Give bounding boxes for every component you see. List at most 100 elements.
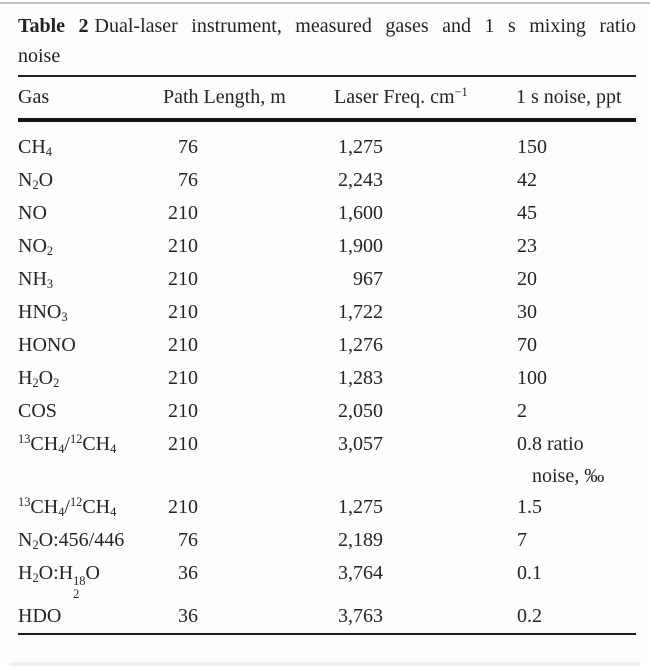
laser-freq-cell: 1,722: [338, 301, 383, 323]
column-header-gas: Gas: [18, 75, 163, 122]
path-length-cell: 210: [168, 235, 198, 257]
path-length-cell: 210: [168, 268, 198, 290]
gas-cell: HNO3: [18, 301, 68, 325]
gas-cell: HDO: [18, 605, 62, 627]
gas-cell: N2O:456/446: [18, 529, 125, 553]
gas-cell: 13CH4/12CH4: [18, 495, 117, 520]
gases-table: Gas Path Length, m Laser Freq. cm−1 1 s …: [18, 75, 636, 635]
path-length-cell: 210: [168, 202, 198, 224]
laser-freq-cell: 3,057: [338, 433, 383, 455]
noise-cell: 0.1: [489, 557, 636, 600]
path-length-cell: 210: [168, 301, 198, 323]
path-length-cell: 36: [178, 562, 198, 584]
table-number-label: Table 2: [18, 15, 89, 37]
caption-text: Dual-laser instrument, measured gases an…: [94, 15, 636, 37]
table-row: HONO 210 1,276 70: [18, 329, 636, 362]
path-length-cell: 210: [168, 433, 198, 455]
table-body: CH4 76 1,275 150 N2O 76 2,243 42 NO 210 1,600 45 NO2…: [18, 120, 636, 634]
noise-cell: 30: [489, 296, 636, 329]
table-row: HDO 36 3,763 0.2: [18, 600, 636, 634]
gas-cell: 13CH4/12CH4: [18, 432, 117, 457]
path-length-cell: 76: [178, 529, 198, 551]
gas-cell: H2O2: [18, 367, 60, 391]
path-length-cell: 210: [168, 334, 198, 356]
laser-freq-cell: 2,050: [338, 400, 383, 422]
noise-value: 20: [517, 268, 537, 290]
noise-cell: 7: [489, 524, 636, 557]
column-header-path-length: Path Length, m: [163, 75, 311, 122]
table-row: 13CH4/12CH4 210 1,275 1.5: [18, 491, 636, 524]
table-row: H2O2 210 1,283 100: [18, 362, 636, 395]
noise-cell: 20: [489, 263, 636, 296]
column-header-laser-freq: Laser Freq. cm−1: [311, 75, 489, 122]
noise-value: 42: [517, 169, 537, 191]
table-row: N2O:456/446 76 2,189 7: [18, 524, 636, 557]
laser-freq-cell: 1,283: [338, 367, 383, 389]
path-length-cell: 36: [178, 605, 198, 627]
table-row: NO2 210 1,900 23: [18, 230, 636, 263]
noise-cell: 150: [489, 120, 636, 164]
noise-cell: 0.2: [489, 600, 636, 634]
path-length-cell: 76: [178, 136, 198, 158]
gas-cell: N2O: [18, 169, 54, 193]
noise-value: 2: [517, 400, 527, 422]
figure-top-border: [0, 2, 650, 4]
laser-freq-cell: 1,600: [338, 202, 383, 224]
noise-unit-line: noise, ‰: [532, 465, 605, 487]
laser-freq-cell: 1,276: [338, 334, 383, 356]
table-row: CH4 76 1,275 150: [18, 120, 636, 164]
laser-freq-cell: 2,243: [338, 169, 383, 191]
gas-cell: COS: [18, 400, 57, 422]
scan-artifact: [10, 662, 640, 666]
laser-freq-cell: 3,764: [338, 562, 383, 584]
noise-value: 150: [517, 136, 547, 158]
caption-line-1: Table 2 Dual-laser instrument, measured g…: [18, 11, 636, 41]
noise-cell: 0.8 ratio noise, ‰: [489, 428, 636, 491]
gas-cell: HONO: [18, 334, 76, 356]
laser-freq-cell: 1,900: [338, 235, 383, 257]
gas-cell: H2O:H 18 2 O: [18, 562, 100, 601]
laser-freq-cell: 3,763: [338, 605, 383, 627]
noise-value: 1.5: [517, 496, 542, 518]
noise-value: 23: [517, 235, 537, 257]
path-length-cell: 210: [168, 496, 198, 518]
noise-value: 7: [517, 529, 527, 551]
noise-value: 70: [517, 334, 537, 356]
noise-cell: 70: [489, 329, 636, 362]
gas-cell: NO: [18, 202, 47, 224]
table-row: N2O 76 2,243 42: [18, 164, 636, 197]
table-row: HNO3 210 1,722 30: [18, 296, 636, 329]
table-row: COS 210 2,050 2: [18, 395, 636, 428]
table-header: Gas Path Length, m Laser Freq. cm−1 1 s …: [18, 75, 636, 122]
noise-cell: 1.5: [489, 491, 636, 524]
noise-cell: 23: [489, 230, 636, 263]
path-length-cell: 210: [168, 400, 198, 422]
laser-freq-cell: 1,275: [338, 496, 383, 518]
table-row: 13CH4/12CH4 210 3,057 0.8 ratio noise, ‰: [18, 428, 636, 491]
path-length-cell: 210: [168, 367, 198, 389]
noise-value: 0.8 ratio: [517, 433, 584, 455]
noise-cell: 100: [489, 362, 636, 395]
noise-value: 0.1: [517, 562, 542, 584]
noise-value: 30: [517, 301, 537, 323]
laser-freq-cell: 967: [353, 268, 383, 290]
caption-line-2: noise: [18, 45, 61, 67]
table-row: H2O:H 18 2 O 36 3,764 0.1: [18, 557, 636, 600]
laser-freq-cell: 2,189: [338, 529, 383, 551]
table-row: NH3 210 967 20: [18, 263, 636, 296]
noise-value: 100: [517, 367, 547, 389]
noise-value: 45: [517, 202, 537, 224]
column-header-noise: 1 s noise, ppt: [489, 75, 636, 122]
stacked-isotope-label: 18 2: [73, 574, 86, 601]
noise-value: 0.2: [517, 605, 542, 627]
gas-cell: NO2: [18, 235, 54, 259]
gas-cell: NH3: [18, 268, 54, 292]
header-row: Gas Path Length, m Laser Freq. cm−1 1 s …: [18, 75, 636, 122]
gas-cell: CH4: [18, 136, 52, 160]
path-length-cell: 76: [178, 169, 198, 191]
noise-cell: 45: [489, 197, 636, 230]
laser-freq-cell: 1,275: [338, 136, 383, 158]
noise-cell: 42: [489, 164, 636, 197]
table-row: NO 210 1,600 45: [18, 197, 636, 230]
